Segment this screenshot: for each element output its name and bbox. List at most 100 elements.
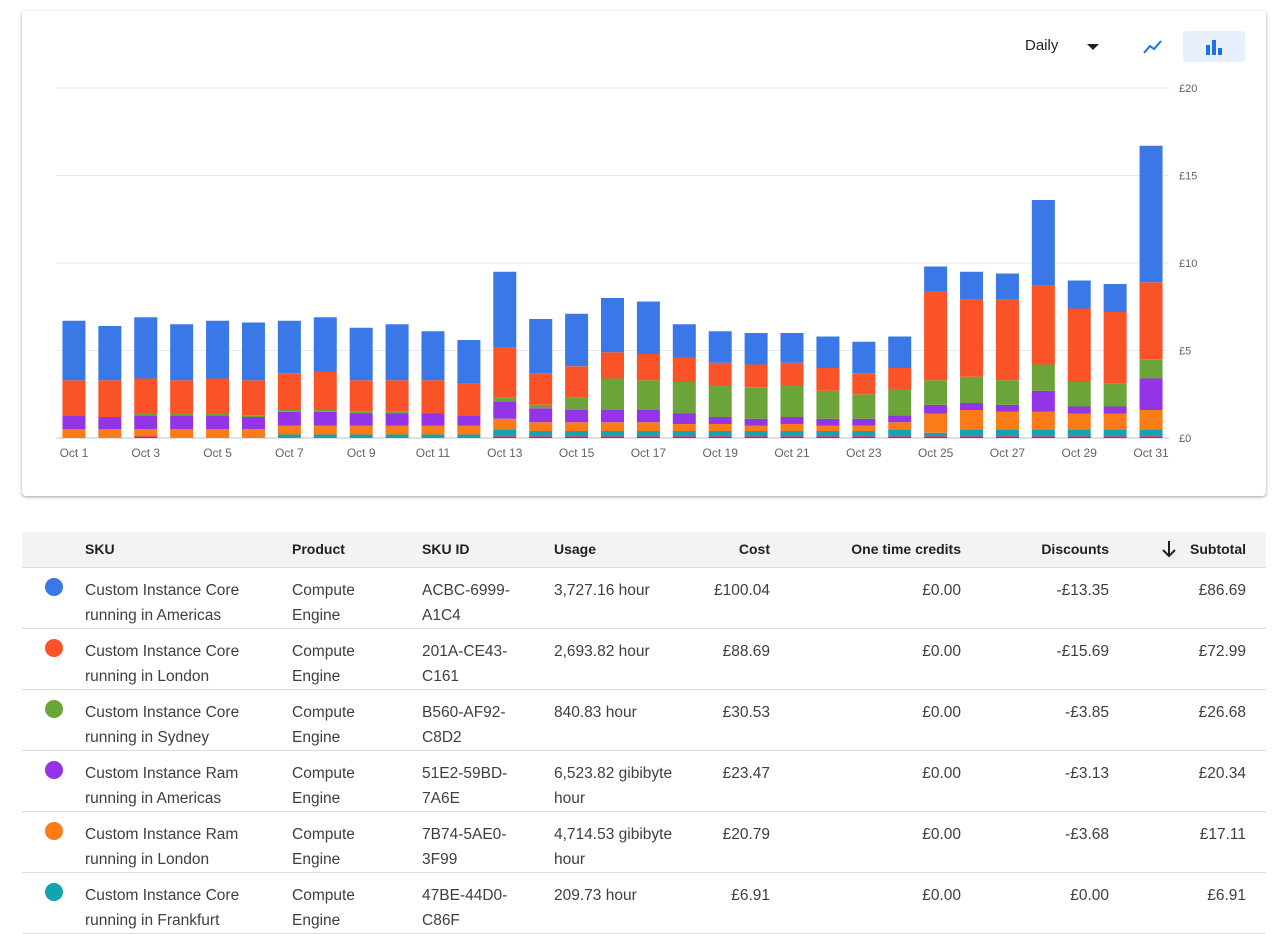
bar-segment[interactable] <box>1067 382 1091 407</box>
bar-segment[interactable] <box>636 380 660 410</box>
bar-segment[interactable] <box>62 429 86 438</box>
bar-segment[interactable] <box>1067 429 1091 437</box>
bar-segment[interactable] <box>241 322 265 381</box>
bar-segment[interactable] <box>565 397 589 410</box>
bar-segment[interactable] <box>1031 411 1055 430</box>
header-sku-id[interactable]: SKU ID <box>422 541 470 557</box>
bar-segment[interactable] <box>98 380 122 417</box>
bar-segment[interactable] <box>924 436 948 438</box>
bar-segment[interactable] <box>277 410 301 412</box>
bar-segment[interactable] <box>313 434 337 439</box>
bar-segment[interactable] <box>313 411 337 426</box>
bar-segment[interactable] <box>601 352 624 379</box>
bar-segment[interactable] <box>349 327 373 381</box>
bar-segment[interactable] <box>421 413 445 426</box>
bar-segment[interactable] <box>1103 312 1127 384</box>
bar-segment[interactable] <box>1067 308 1091 383</box>
bar-segment[interactable] <box>744 436 768 438</box>
bar-segment[interactable] <box>1139 378 1163 411</box>
bar-segment[interactable] <box>277 320 301 374</box>
bar-segment[interactable] <box>888 415 912 423</box>
period-dropdown[interactable]: Daily <box>1025 35 1115 57</box>
bar-segment[interactable] <box>888 429 912 437</box>
bar-segment[interactable] <box>493 401 517 419</box>
bar-segment[interactable] <box>385 324 409 381</box>
bar-segment[interactable] <box>601 378 624 411</box>
arrow-down-icon[interactable] <box>1161 540 1177 558</box>
bar-segment[interactable] <box>780 431 804 437</box>
bar-segment[interactable] <box>601 422 624 431</box>
header-sku[interactable]: SKU <box>85 541 115 557</box>
bar-segment[interactable] <box>924 291 948 381</box>
bar-segment[interactable] <box>672 436 696 438</box>
bar-segment[interactable] <box>995 299 1019 381</box>
bar-segment[interactable] <box>565 366 589 398</box>
bar-segment[interactable] <box>565 431 589 437</box>
bar-segment[interactable] <box>1067 413 1091 430</box>
bar-segment[interactable] <box>672 357 696 383</box>
bar-segment[interactable] <box>62 320 86 381</box>
bar-segment[interactable] <box>277 425 301 435</box>
bar-segment[interactable] <box>277 434 301 439</box>
bar-segment[interactable] <box>349 411 373 414</box>
bar-segment[interactable] <box>888 389 912 416</box>
bar-segment[interactable] <box>349 425 373 435</box>
bar-segment[interactable] <box>1139 145 1163 283</box>
bar-segment[interactable] <box>529 319 553 374</box>
bar-segment[interactable] <box>780 385 804 418</box>
bar-segment[interactable] <box>385 411 409 414</box>
bar-segment[interactable] <box>457 415 481 426</box>
table-row[interactable]: Custom Instance Core running in Sydney Co… <box>22 690 1266 751</box>
bar-segment[interactable] <box>1139 436 1163 438</box>
bar-segment[interactable] <box>888 336 912 369</box>
bar-segment[interactable] <box>241 415 265 417</box>
header-cost[interactable]: Cost <box>738 541 770 557</box>
bar-segment[interactable] <box>1103 429 1127 437</box>
bar-segment[interactable] <box>960 376 984 403</box>
bar-segment[interactable] <box>888 436 912 438</box>
bar-segment[interactable] <box>636 431 660 437</box>
bar-segment[interactable] <box>241 429 265 438</box>
bar-segment[interactable] <box>708 436 732 438</box>
bar-segment[interactable] <box>385 380 409 412</box>
bar-segment[interactable] <box>924 266 948 292</box>
bar-segment[interactable] <box>134 378 158 414</box>
bar-segment[interactable] <box>134 429 158 437</box>
bar-segment[interactable] <box>1103 383 1127 407</box>
bar-segment[interactable] <box>62 380 86 416</box>
bar-segment[interactable] <box>636 410 660 423</box>
bar-segment[interactable] <box>385 413 409 426</box>
bar-segment[interactable] <box>995 436 1019 438</box>
bar-segment[interactable] <box>457 340 481 384</box>
bar-segment[interactable] <box>924 380 948 405</box>
bar-segment[interactable] <box>421 425 445 435</box>
bar-segment[interactable] <box>98 417 122 430</box>
bar-segment[interactable] <box>960 410 984 430</box>
bar-segment[interactable] <box>134 415 158 430</box>
bar-segment[interactable] <box>1139 359 1163 379</box>
bar-segment[interactable] <box>744 387 768 419</box>
bar-segment[interactable] <box>708 417 732 424</box>
bar-segment[interactable] <box>1103 284 1127 312</box>
bar-segment[interactable] <box>995 411 1019 430</box>
bar-segment[interactable] <box>708 431 732 437</box>
bar-segment[interactable] <box>744 431 768 437</box>
bar-segment[interactable] <box>206 415 230 430</box>
bar-segment[interactable] <box>529 431 553 437</box>
bar-segment[interactable] <box>529 373 553 405</box>
bar-segment[interactable] <box>816 368 840 391</box>
bar-segment[interactable] <box>62 415 86 430</box>
bar-segment[interactable] <box>457 425 481 435</box>
bar-segment[interactable] <box>1103 436 1127 438</box>
bar-segment[interactable] <box>206 413 230 416</box>
bar-segment[interactable] <box>206 378 230 414</box>
bar-segment[interactable] <box>529 408 553 423</box>
bar-segment[interactable] <box>206 320 230 379</box>
bar-segment[interactable] <box>601 410 624 423</box>
bar-segment[interactable] <box>493 397 517 402</box>
bar-segment[interactable] <box>924 404 948 414</box>
bar-segment[interactable] <box>816 425 840 431</box>
bar-segment[interactable] <box>852 418 876 426</box>
bar-segment[interactable] <box>995 429 1019 437</box>
bar-segment[interactable] <box>960 271 984 300</box>
